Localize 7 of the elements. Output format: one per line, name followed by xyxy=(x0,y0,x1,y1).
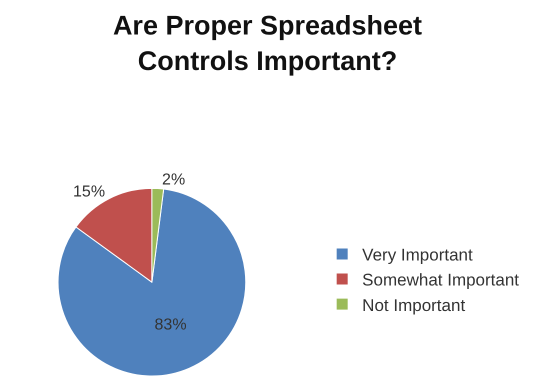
chart-title: Are Proper Spreadsheet Controls Important? xyxy=(112,10,422,76)
legend-label: Somewhat Important xyxy=(362,270,520,290)
data-label: 2% xyxy=(162,172,186,189)
data-label: 83% xyxy=(154,316,187,334)
legend-label: Not Important xyxy=(362,296,466,315)
legend-label: Very Important xyxy=(362,246,474,265)
data-label: 15% xyxy=(73,183,106,200)
